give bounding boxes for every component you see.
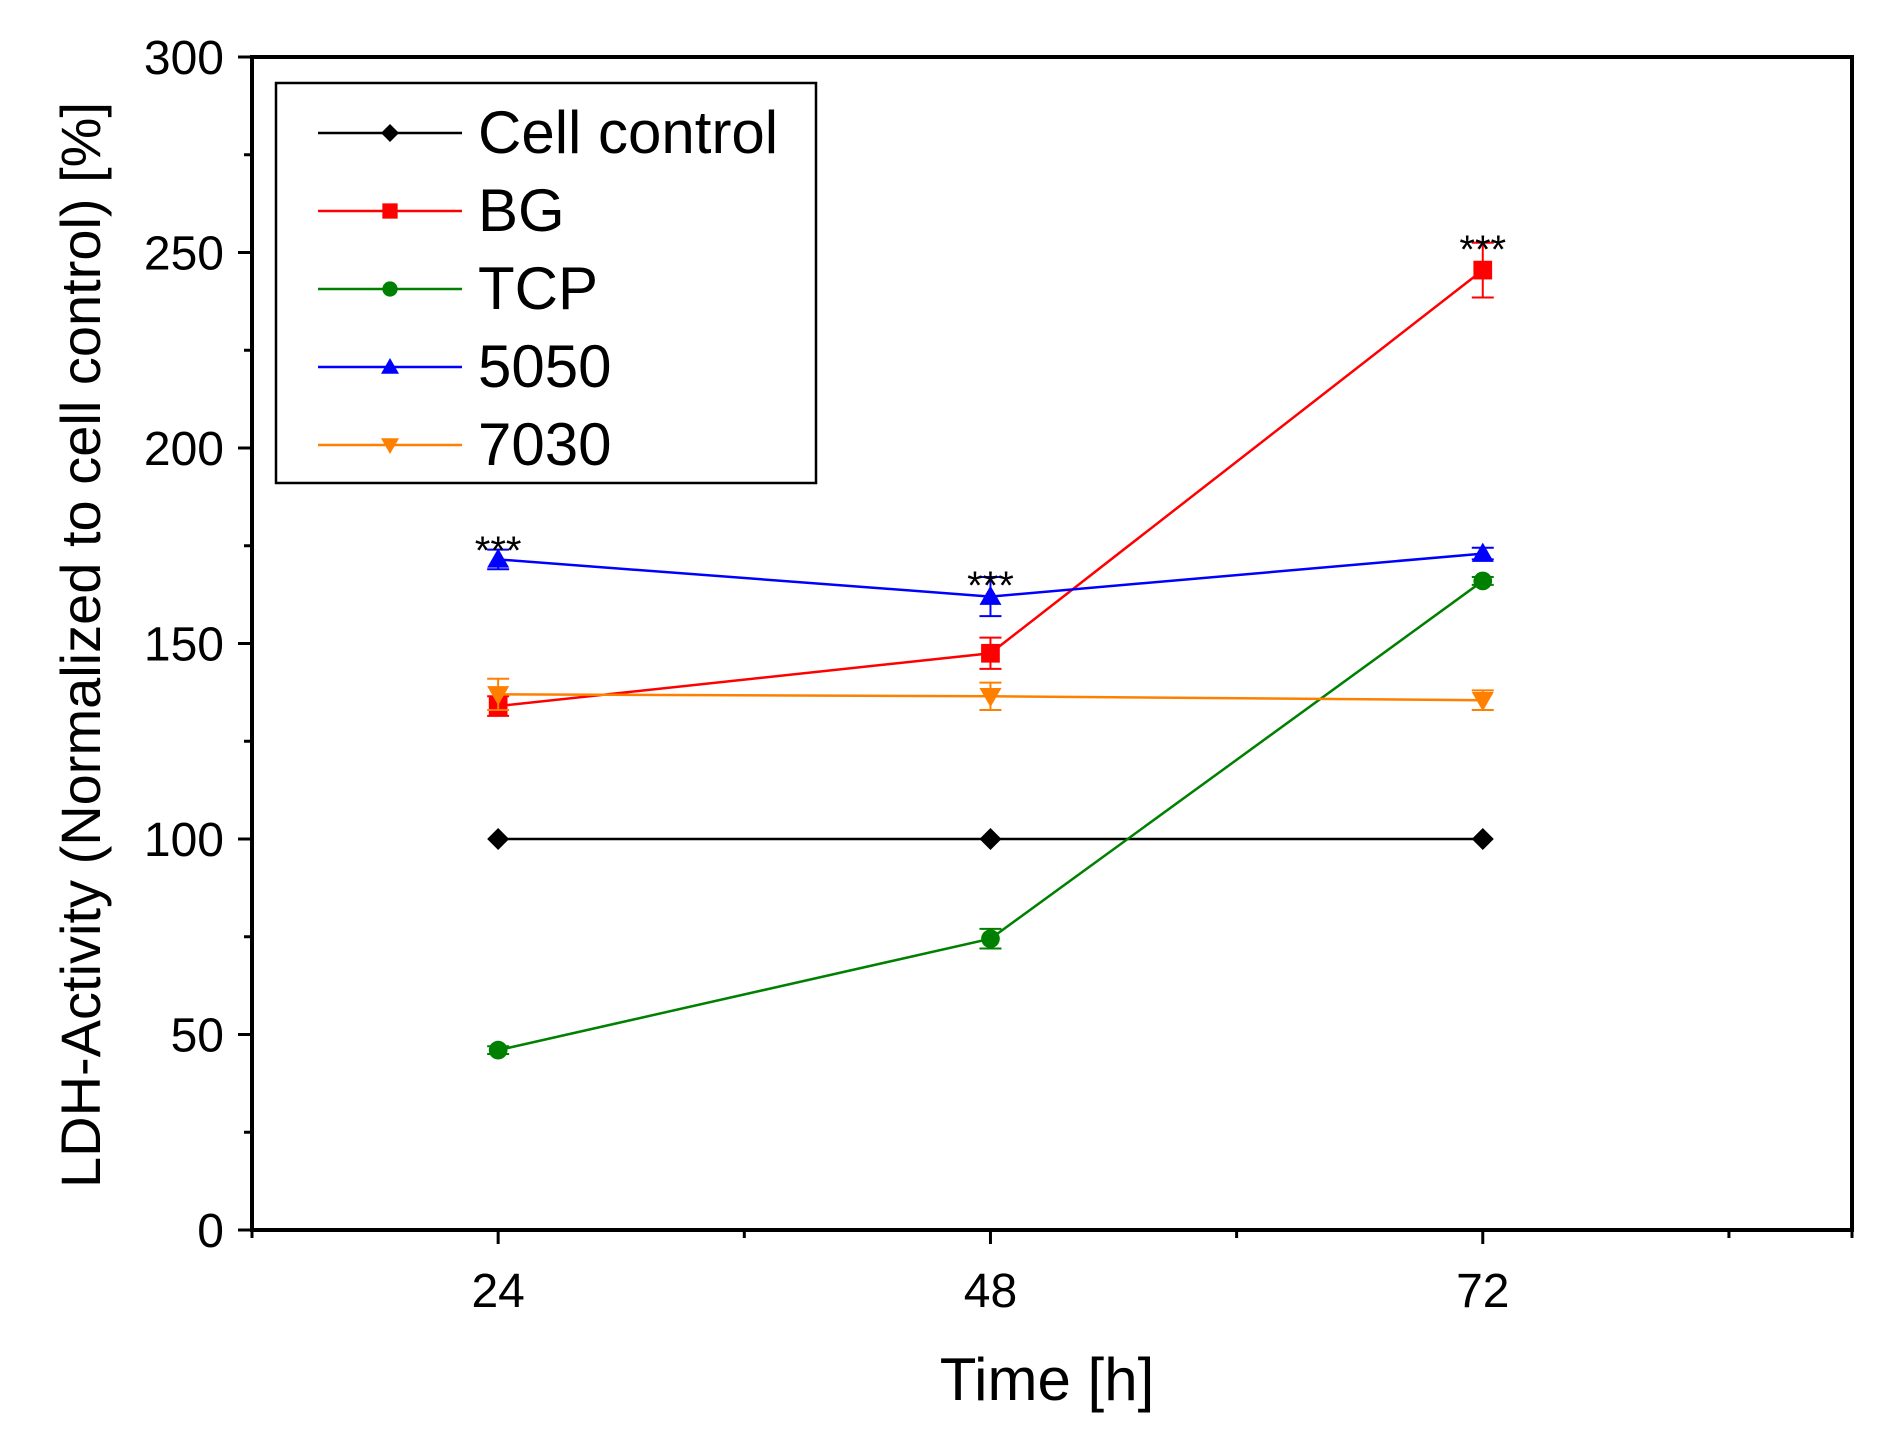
y-tick-label: 150: [144, 619, 224, 672]
triangle-down-marker: [381, 438, 399, 454]
legend-label: TCP: [478, 255, 598, 322]
legend-label: 7030: [478, 411, 611, 478]
legend-label: BG: [478, 177, 565, 244]
legend-label: Cell control: [478, 99, 778, 166]
legend-item: 5050: [318, 333, 611, 400]
y-tick-label: 300: [144, 32, 224, 85]
diamond-marker: [1471, 828, 1494, 850]
triangle-up-marker: [381, 358, 399, 374]
circle-marker: [981, 929, 1000, 949]
y-tick-label: 250: [144, 228, 224, 281]
legend-label: 5050: [478, 333, 611, 400]
x-tick-label: 48: [964, 1265, 1017, 1318]
triangle-up-marker: [979, 585, 1002, 605]
circle-marker: [382, 281, 398, 297]
y-tick-label: 200: [144, 423, 224, 476]
series-layer: [487, 241, 1494, 1060]
series-7030: [487, 677, 1494, 712]
legend-item: TCP: [318, 255, 598, 322]
y-tick-label: 50: [171, 1010, 224, 1063]
y-tick-label: 0: [197, 1205, 224, 1258]
legend: Cell control BG TCP 5050 7030: [274, 81, 818, 485]
significance-annotation: ***: [967, 564, 1014, 608]
y-tick-label: 100: [144, 814, 224, 867]
legend-item: 7030: [318, 411, 611, 478]
legend-item: Cell control: [318, 99, 778, 166]
triangle-up-marker: [487, 548, 510, 568]
series-5050: [487, 542, 1494, 618]
x-tick-label: 24: [471, 1265, 524, 1318]
axes: 0 50 100 150 200 250 300 24 48 72: [144, 32, 1854, 1318]
square-marker: [382, 203, 398, 219]
triangle-up-marker: [1471, 542, 1494, 562]
x-tick-label: 72: [1456, 1265, 1509, 1318]
circle-marker: [488, 1040, 508, 1060]
series-tcp: [487, 571, 1494, 1060]
circle-marker: [1473, 571, 1493, 591]
significance-annotation: ***: [475, 529, 522, 573]
triangle-down-marker: [487, 686, 510, 706]
series-cell-control: [487, 828, 1494, 850]
diamond-marker: [487, 828, 510, 850]
triangle-down-marker: [1471, 691, 1494, 712]
annotations-layer: *** *** ***: [475, 228, 1506, 608]
diamond-marker: [381, 124, 399, 142]
series-bg: [487, 241, 1494, 717]
x-axis-title: Time [h]: [940, 1346, 1154, 1413]
diamond-marker: [979, 828, 1002, 850]
legend-item: BG: [318, 177, 565, 244]
square-marker: [981, 643, 1000, 663]
y-axis-title: LDH-Activity (Normalized to cell control…: [49, 102, 112, 1188]
significance-annotation: ***: [1459, 228, 1506, 272]
square-marker: [1473, 260, 1493, 280]
triangle-down-marker: [979, 688, 1002, 708]
legend-box: [274, 81, 818, 485]
